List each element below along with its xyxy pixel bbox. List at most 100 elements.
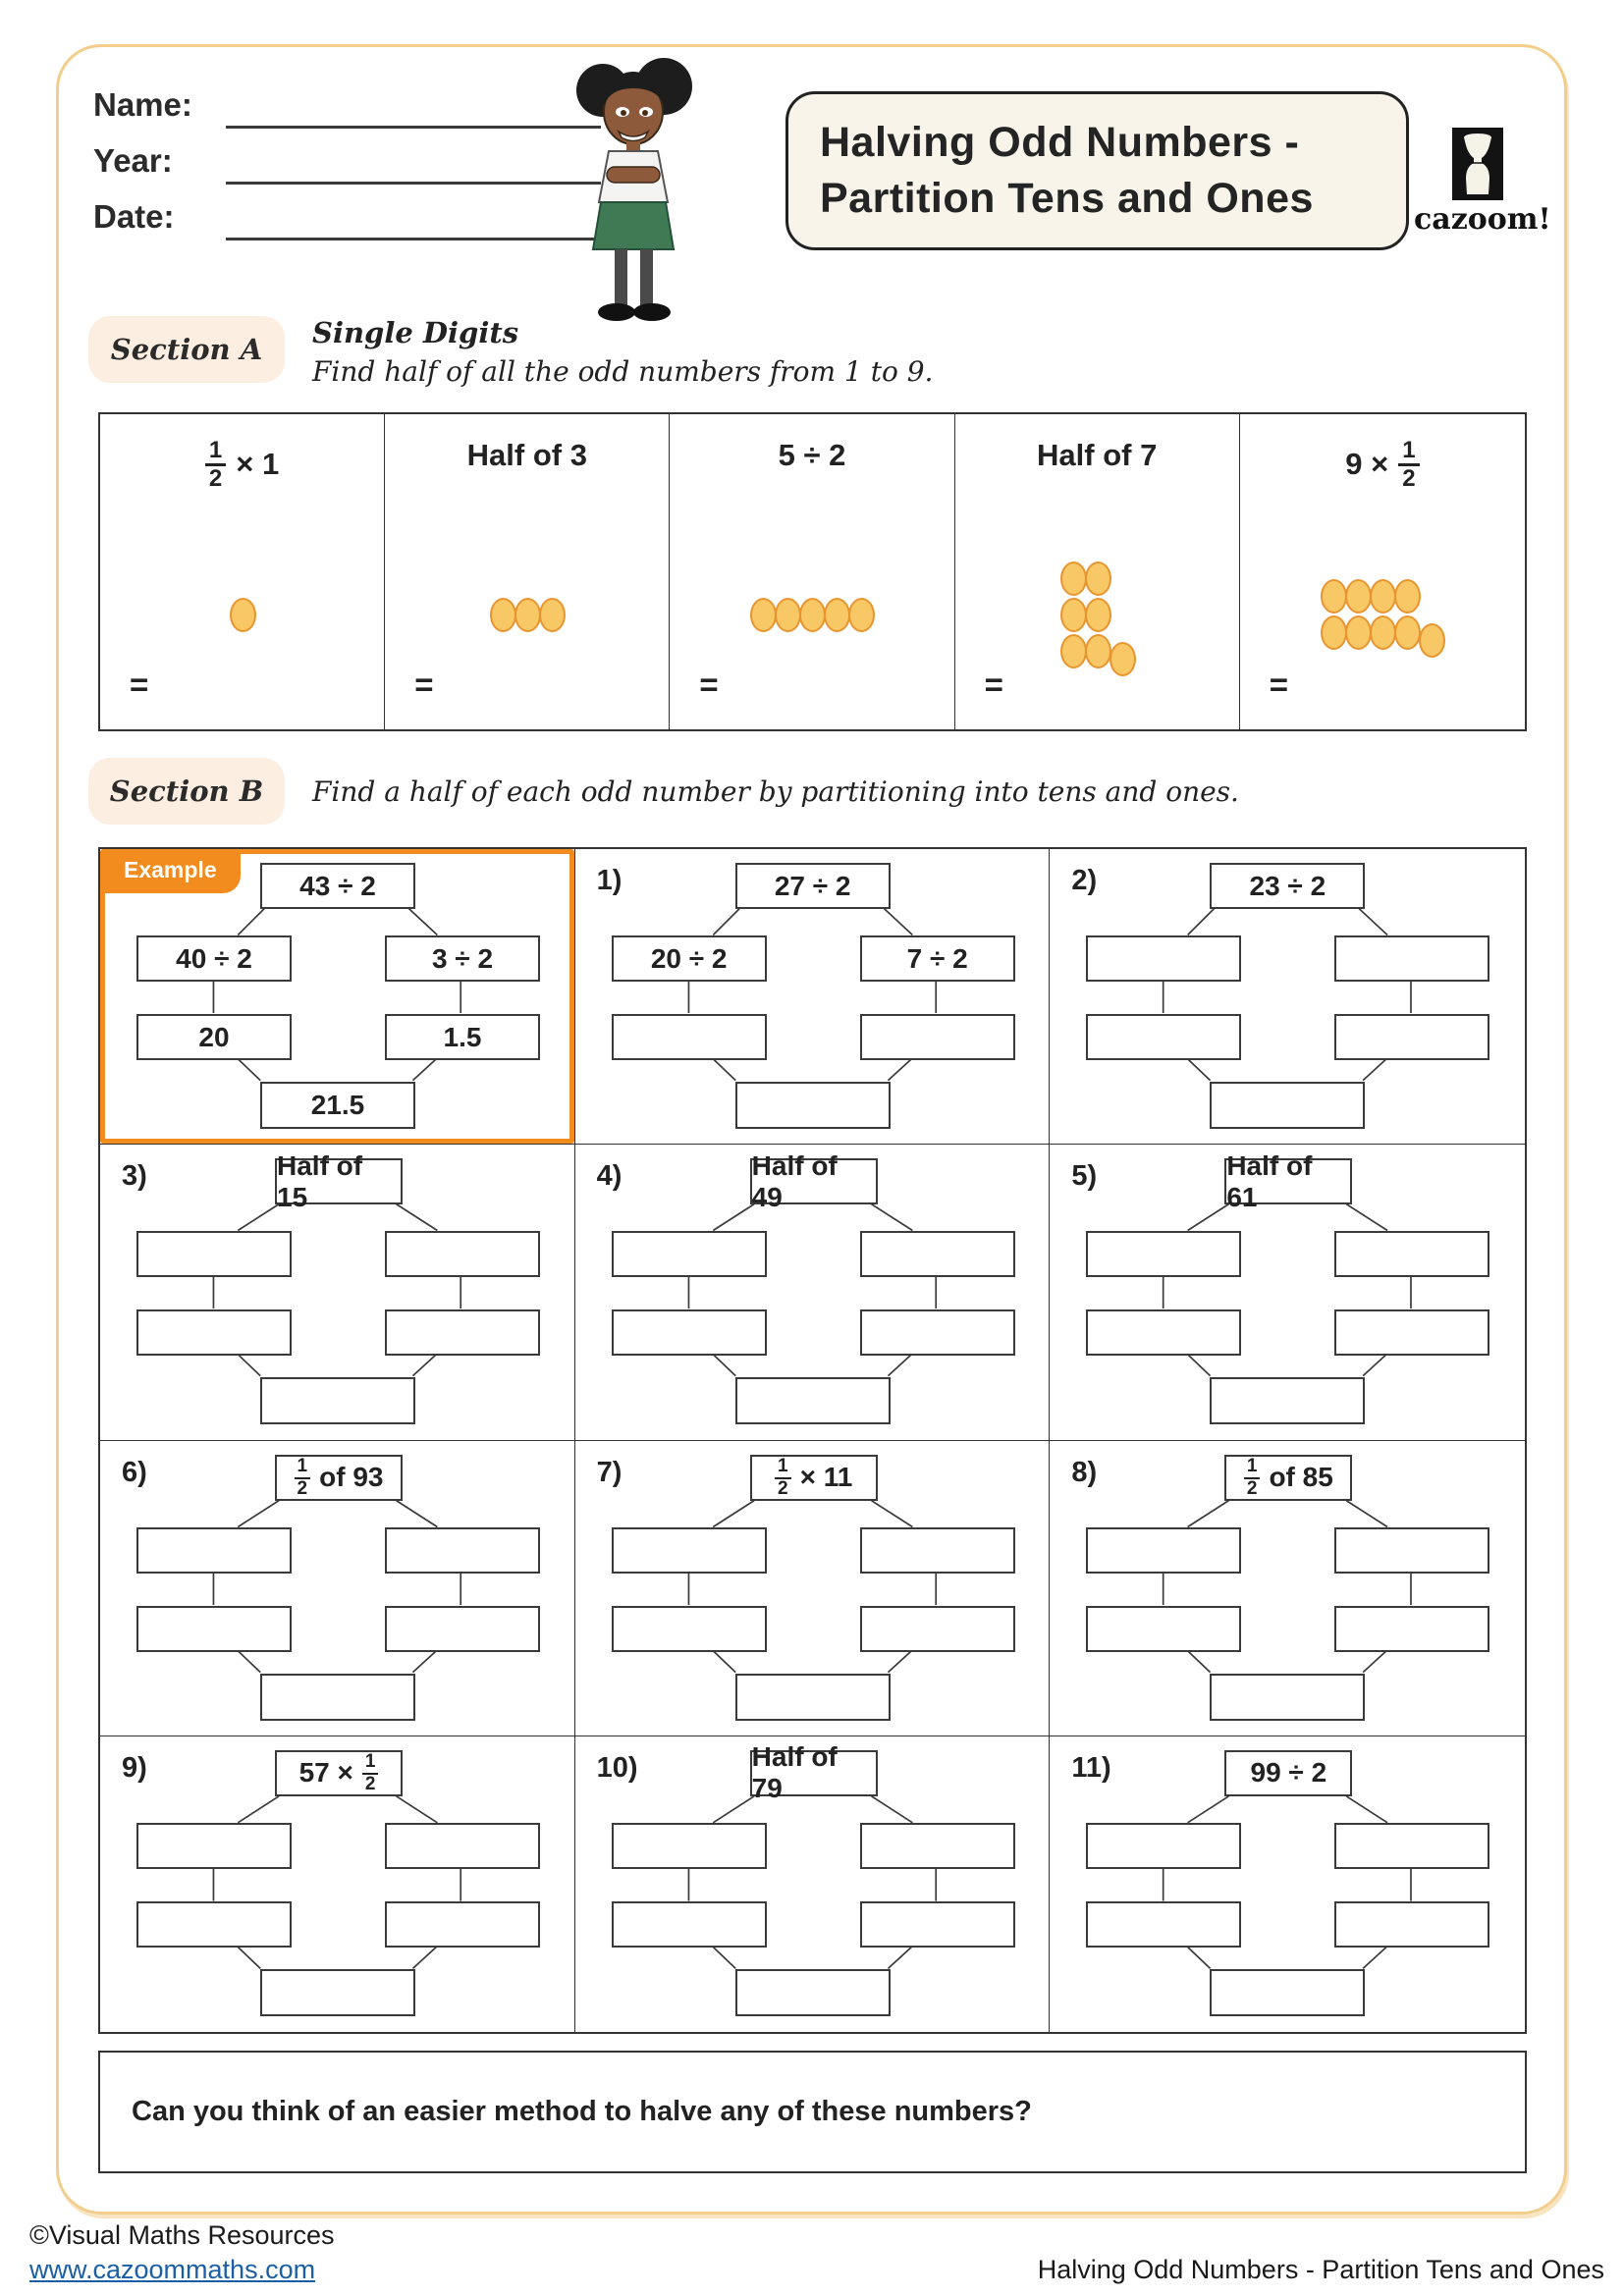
problem-box: 99 ÷ 2	[1224, 1749, 1353, 1796]
ones-answer-box[interactable]	[1334, 1900, 1490, 1948]
expression-text: of 85	[1269, 1462, 1333, 1492]
expression: 1 2 × 1	[100, 438, 384, 491]
counter-dot	[1345, 579, 1373, 614]
problem-box: Half of 61	[1224, 1150, 1353, 1212]
problem-box: 1 2 of 93	[275, 1454, 403, 1501]
final-answer-box[interactable]	[260, 1673, 415, 1721]
name-line[interactable]	[226, 126, 601, 129]
tens-box[interactable]	[136, 1526, 292, 1574]
tens-box[interactable]	[1086, 1822, 1242, 1869]
tens-answer-box[interactable]	[136, 1605, 292, 1652]
tens-box[interactable]	[1086, 1526, 1242, 1574]
final-answer-box[interactable]	[1210, 1377, 1366, 1425]
single-digit-cell: 9 × 1 2 =	[1240, 414, 1525, 729]
ones-box[interactable]	[1334, 935, 1490, 982]
section-b-instruction: Find a half of each odd number by partit…	[312, 775, 1239, 808]
year-line[interactable]	[226, 182, 601, 185]
final-answer-box[interactable]	[1210, 1968, 1366, 2016]
tens-box[interactable]	[611, 1822, 767, 1869]
tens-box[interactable]	[136, 1822, 292, 1869]
ones-box[interactable]	[385, 1526, 540, 1574]
problem-number: 2)	[1071, 865, 1098, 896]
ones-answer-box[interactable]	[859, 1014, 1015, 1060]
counter-dot	[514, 597, 542, 632]
partition-problem-cell: 4) Half of 49	[574, 1145, 1051, 1441]
tens-answer-box[interactable]	[611, 1014, 767, 1060]
ones-answer-box[interactable]	[1334, 1309, 1490, 1357]
tens-answer-box[interactable]	[1086, 1014, 1242, 1060]
tens-box[interactable]	[611, 1231, 767, 1278]
ones-answer-box[interactable]	[1334, 1605, 1490, 1652]
expression: Half of 7	[955, 438, 1239, 473]
footer-website-link[interactable]: www.cazoommaths.com	[29, 2255, 316, 2284]
expression: 5 ÷ 2	[670, 438, 953, 473]
ones-box[interactable]	[1334, 1231, 1490, 1278]
counter-dot	[750, 597, 778, 632]
tens-answer-box[interactable]	[1086, 1309, 1242, 1357]
ones-box[interactable]	[1334, 1526, 1490, 1574]
counter-dot	[799, 597, 827, 632]
tens-answer-box[interactable]	[1086, 1605, 1242, 1652]
question-box: Can you think of an easier method to hal…	[98, 2051, 1527, 2173]
tens-answer-box[interactable]	[611, 1309, 767, 1357]
final-answer-box[interactable]	[734, 1377, 891, 1425]
final-answer-box[interactable]	[260, 1377, 415, 1425]
ones-box[interactable]	[385, 1231, 540, 1278]
expression-text: × 1	[236, 447, 280, 482]
ones-box[interactable]	[859, 1231, 1015, 1278]
section-a-pill: Section A	[88, 316, 285, 383]
single-digit-cell: 1 2 × 1 =	[100, 414, 386, 729]
partition-problem-cell: 8) 1 2 of 85	[1050, 1441, 1525, 1736]
final-answer-box: 21.5	[260, 1082, 415, 1129]
expression-text: 40 ÷ 2	[176, 942, 252, 974]
tens-box[interactable]	[1086, 1231, 1242, 1278]
problem-number: 10)	[596, 1751, 638, 1784]
page-border	[56, 44, 1567, 2215]
final-answer-box[interactable]	[734, 1082, 891, 1129]
final-answer-box[interactable]	[734, 1968, 891, 2016]
ones-answer-box[interactable]	[385, 1309, 540, 1357]
tens-box[interactable]	[136, 1231, 292, 1278]
name-label: Name:	[93, 86, 192, 123]
final-answer-box[interactable]	[260, 1968, 415, 2016]
tens-answer-box[interactable]	[136, 1309, 292, 1357]
partition-problem-cell: 3) Half of 15	[100, 1145, 575, 1441]
ones-box[interactable]	[1334, 1822, 1490, 1869]
problem-number: 6)	[122, 1456, 147, 1488]
ones-answer-box[interactable]	[859, 1900, 1015, 1948]
expression: 9 × 1 2	[1240, 438, 1525, 491]
tens-box[interactable]	[1086, 935, 1242, 982]
tens-answer-box[interactable]	[611, 1900, 767, 1948]
ones-box[interactable]	[385, 1822, 540, 1869]
equals-sign: =	[699, 667, 719, 703]
counter-dot	[1059, 597, 1087, 632]
problem-number: 4)	[596, 1160, 623, 1193]
problem-number: 8)	[1071, 1456, 1098, 1488]
final-answer-box[interactable]	[734, 1673, 891, 1721]
ones-box[interactable]	[859, 1822, 1015, 1869]
tens-box[interactable]	[611, 1526, 767, 1574]
final-answer-box[interactable]	[1210, 1082, 1366, 1129]
ones-box[interactable]	[859, 1526, 1015, 1574]
counter-dot	[1345, 615, 1373, 650]
ones-answer-box[interactable]	[1334, 1014, 1490, 1060]
tens-answer-box[interactable]	[611, 1605, 767, 1652]
problem-box: 23 ÷ 2	[1210, 863, 1366, 909]
date-line[interactable]	[226, 238, 601, 240]
expression-text: 57 ×	[298, 1757, 353, 1789]
counter-dot	[824, 597, 851, 632]
tens-answer-box[interactable]	[1086, 1900, 1242, 1948]
ones-answer-box[interactable]	[385, 1900, 540, 1948]
single-digit-cell: Half of 3 =	[385, 414, 671, 729]
ones-answer-box[interactable]	[859, 1605, 1015, 1652]
problem-number: 5)	[1071, 1160, 1098, 1193]
ones-answer-box[interactable]	[385, 1605, 540, 1652]
tens-answer-box[interactable]	[136, 1900, 292, 1948]
counter-dot	[1084, 597, 1111, 632]
counter-dot	[539, 597, 567, 632]
ones-answer-box[interactable]	[859, 1309, 1015, 1357]
expression-text: 5 ÷ 2	[778, 438, 846, 472]
final-answer-box[interactable]	[1210, 1673, 1366, 1721]
